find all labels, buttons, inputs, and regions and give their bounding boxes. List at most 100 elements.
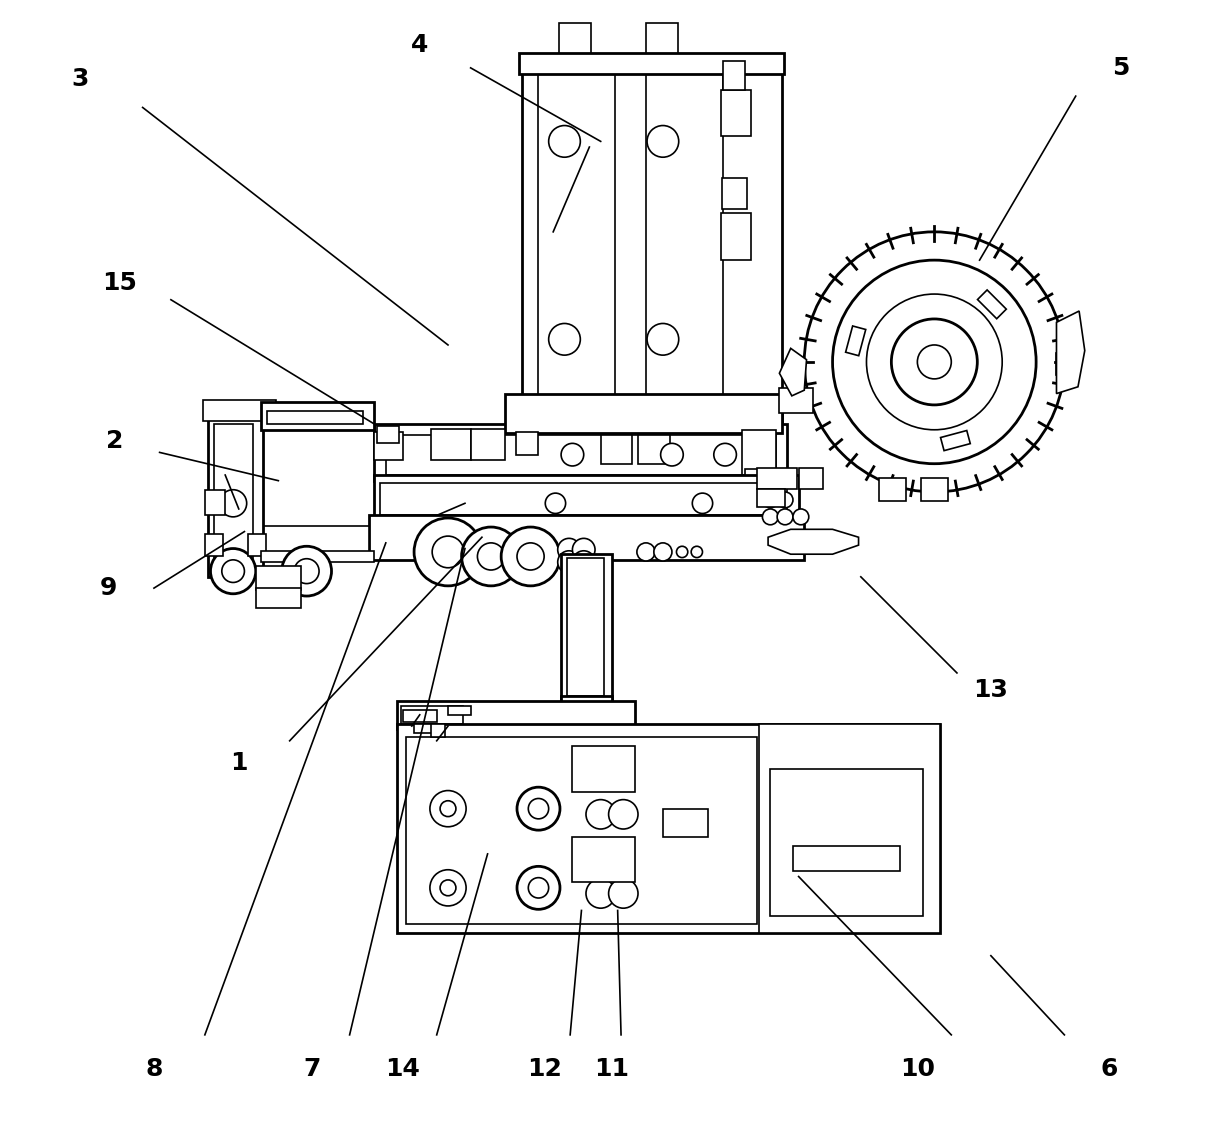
Circle shape [461,527,520,586]
Bar [759,724,940,933]
Circle shape [548,323,580,355]
Bar [559,23,590,57]
Bar [431,429,470,460]
Circle shape [778,533,797,551]
Circle shape [661,443,683,466]
Circle shape [608,800,638,829]
Bar [722,178,747,209]
Text: 4: 4 [411,33,428,58]
Bar [573,746,634,792]
Circle shape [219,490,247,517]
Bar [920,478,947,501]
Bar [214,424,253,571]
Circle shape [654,543,672,561]
Bar [397,701,634,729]
Circle shape [829,533,847,551]
Circle shape [430,870,466,906]
Circle shape [282,546,332,596]
Circle shape [608,879,638,908]
Bar [638,435,670,464]
Polygon shape [1056,311,1084,394]
Circle shape [891,319,977,405]
Circle shape [586,879,616,908]
Text: 12: 12 [526,1056,562,1081]
Text: 2: 2 [105,429,124,454]
Bar [247,534,266,556]
Circle shape [558,551,580,573]
Text: 3: 3 [72,67,89,92]
Bar [663,809,709,837]
Bar [770,769,923,916]
Circle shape [561,443,584,466]
Circle shape [832,260,1037,464]
Bar [879,478,906,501]
Circle shape [777,492,793,508]
Bar [406,737,756,924]
Polygon shape [769,529,858,554]
Circle shape [647,323,679,355]
Circle shape [573,538,595,561]
Bar [756,468,798,489]
Bar [721,90,752,136]
Bar [448,706,470,715]
Circle shape [529,798,548,819]
Circle shape [693,493,712,513]
Bar [403,710,437,722]
Circle shape [222,560,245,582]
Bar [723,61,745,90]
Bar [793,846,901,871]
Circle shape [692,546,703,558]
Bar [368,515,804,560]
Circle shape [636,543,655,561]
Bar [375,475,798,520]
Circle shape [548,126,580,157]
Circle shape [573,551,595,573]
Bar [519,53,783,74]
Bar [601,435,633,464]
Circle shape [517,543,545,570]
Bar [431,724,444,737]
Bar [646,74,723,413]
Bar [203,400,277,421]
Circle shape [294,559,319,584]
Bar [397,724,940,933]
Circle shape [529,878,548,898]
Text: 11: 11 [595,1056,629,1081]
Bar [381,483,787,515]
Bar [256,566,301,590]
Bar [375,432,403,460]
Bar [375,424,787,481]
Circle shape [677,546,688,558]
Circle shape [917,345,951,379]
Circle shape [647,126,679,157]
Polygon shape [940,431,971,450]
Bar [756,489,785,507]
Text: 13: 13 [973,677,1009,702]
Bar [470,429,504,460]
Bar [262,402,375,430]
Polygon shape [780,348,807,396]
Bar [798,468,824,489]
Bar [204,490,225,515]
Circle shape [545,493,565,513]
Circle shape [763,509,778,525]
Bar [521,57,782,430]
Bar [539,74,616,413]
Bar [780,388,813,413]
Circle shape [211,549,256,594]
Bar [400,706,463,724]
Circle shape [501,527,559,586]
Circle shape [477,543,504,570]
Bar [745,469,770,486]
Circle shape [714,443,737,466]
Text: 14: 14 [386,1056,420,1081]
Bar [1056,353,1073,375]
Circle shape [414,518,482,586]
Bar [204,534,223,556]
Circle shape [430,791,466,827]
Bar [646,23,678,57]
Text: 15: 15 [103,270,137,295]
Bar [742,430,776,475]
Bar [567,558,605,696]
Polygon shape [846,326,865,356]
